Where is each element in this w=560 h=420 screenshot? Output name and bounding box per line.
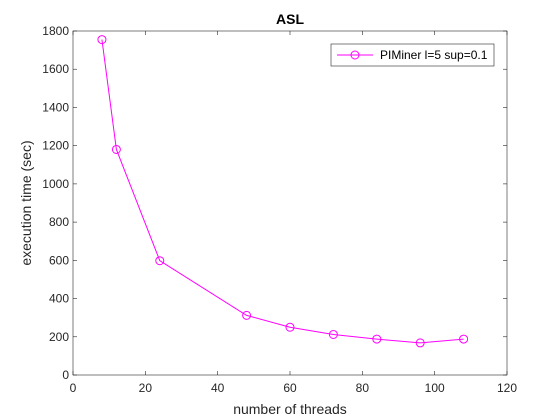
y-tick-label: 800 — [49, 215, 69, 229]
ticks-layer: 0 20 40 60 80 100 1200200400600800100012001400… — [42, 24, 517, 395]
x-tick-label: 80 — [356, 381, 370, 395]
data-point-marker — [155, 256, 165, 266]
data-point-marker — [328, 329, 338, 339]
x-tick-label: 60 — [283, 381, 297, 395]
data-point-marker — [242, 310, 252, 320]
data-point-marker — [372, 334, 382, 344]
x-tick-label: 20 — [139, 381, 153, 395]
legend-label: PIMiner l=5 sup=0.1 — [380, 48, 488, 62]
y-tick-label: 1400 — [42, 100, 69, 114]
y-tick-label: 600 — [49, 253, 69, 267]
legend-box — [330, 43, 495, 67]
x-tick-label: 0 — [70, 381, 77, 395]
data-point-marker — [111, 144, 121, 154]
y-tick-label: 0 — [62, 368, 69, 382]
data-point-marker — [285, 322, 295, 332]
y-tick-label: 1000 — [42, 177, 69, 191]
y-tick-label: 200 — [49, 330, 69, 344]
y-tick-label: 1600 — [42, 62, 69, 76]
legend: PIMiner l=5 sup=0.1 — [330, 43, 495, 67]
x-tick-label: 40 — [211, 381, 225, 395]
y-tick-label: 1200 — [42, 139, 69, 153]
data-point-marker — [459, 334, 469, 344]
chart-title: ASL — [276, 11, 304, 27]
data-point-marker — [415, 338, 425, 348]
x-tick-label: 100 — [425, 381, 445, 395]
x-tick-label: 120 — [497, 381, 517, 395]
y-axis-label: execution time (sec) — [18, 140, 34, 265]
x-axis-label: number of threads — [233, 401, 347, 417]
y-tick-label: 1800 — [42, 24, 69, 38]
legend-marker-swatch — [350, 50, 360, 60]
series-layer — [97, 35, 469, 348]
series-line — [101, 39, 464, 344]
data-point-marker — [97, 35, 107, 45]
y-tick-label: 400 — [49, 292, 69, 306]
plot-area — [73, 31, 507, 375]
plot-frame — [72, 30, 508, 376]
